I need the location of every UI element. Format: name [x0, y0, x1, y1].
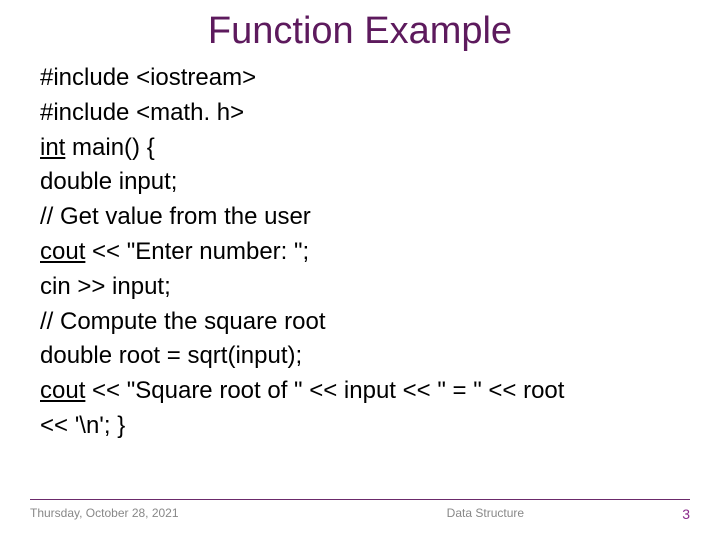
code-line: int main() {: [40, 131, 690, 166]
footer-center: Data Structure: [289, 506, 683, 522]
code-line: #include <math. h>: [40, 96, 690, 131]
code-line: cout << "Square root of " << input << " …: [40, 374, 690, 409]
code-line: #include <iostream>: [40, 61, 690, 96]
footer-row: Thursday, October 28, 2021 Data Structur…: [30, 506, 690, 522]
footer-date: Thursday, October 28, 2021: [30, 506, 179, 522]
slide-container: Function Example #include <iostream> #in…: [0, 0, 720, 540]
footer-page-number: 3: [682, 506, 690, 522]
slide-title: Function Example: [30, 10, 690, 53]
code-line: double input;: [40, 165, 690, 200]
code-line: // Get value from the user: [40, 200, 690, 235]
footer-divider: [30, 499, 690, 500]
code-line: double root = sqrt(input);: [40, 339, 690, 374]
code-line: cout << "Enter number: ";: [40, 235, 690, 270]
code-line: << '\n'; }: [40, 409, 690, 444]
footer: Thursday, October 28, 2021 Data Structur…: [0, 499, 720, 522]
code-block: #include <iostream> #include <math. h> i…: [30, 61, 690, 444]
code-line: cin >> input;: [40, 270, 690, 305]
code-line: // Compute the square root: [40, 305, 690, 340]
